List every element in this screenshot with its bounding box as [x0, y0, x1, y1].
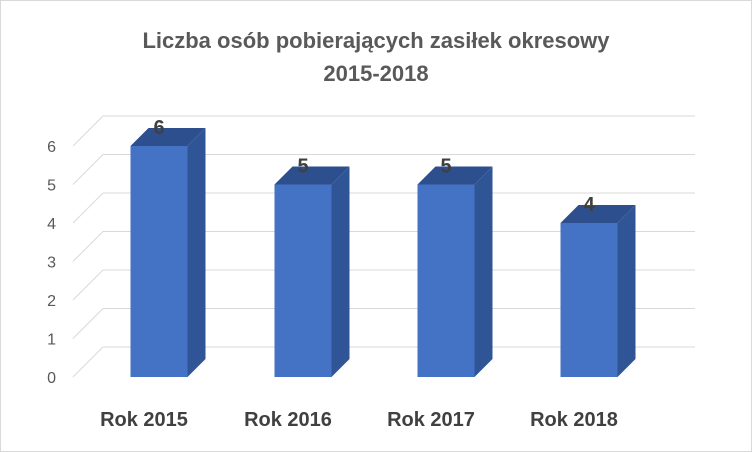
bar-side [187, 128, 206, 377]
gridline-side-4 [72, 192, 104, 224]
bar-top [274, 166, 350, 185]
chart-title-line2: 2015-2018 [323, 61, 429, 86]
bar-side [331, 166, 350, 377]
gridline-side-6 [72, 115, 104, 147]
chart-title-line1: Liczba osób pobierających zasiłek okreso… [142, 28, 610, 53]
y-axis-ticks: 0 1 2 3 4 5 6 [47, 139, 56, 387]
data-label: 5 [440, 156, 451, 178]
bar-front [417, 184, 475, 377]
gridline-side-5 [72, 154, 104, 185]
y-tick-label: 6 [47, 139, 56, 156]
bar-top [560, 205, 636, 223]
x-category-label: Rok 2015 [100, 409, 188, 431]
y-tick-label: 5 [47, 178, 56, 195]
y-tick-label: 1 [47, 332, 56, 349]
bars [130, 128, 636, 377]
bar-top [417, 166, 493, 185]
bar-rok-2015 [130, 128, 206, 377]
bar-front [560, 223, 618, 377]
bar-side [617, 205, 636, 377]
chart-title: Liczba osób pobierających zasiłek okreso… [0, 24, 752, 90]
y-tick-label: 3 [47, 255, 56, 272]
data-label: 6 [153, 117, 164, 139]
bar-front [130, 146, 188, 377]
gridline-side-0 [72, 346, 104, 378]
bar-front [274, 184, 332, 377]
bar-rok-2016 [274, 166, 350, 377]
bar-rok-2018 [560, 205, 636, 377]
gridline-side-3 [72, 231, 104, 262]
bar-side [474, 166, 493, 377]
gridline-side-1 [72, 308, 104, 339]
data-labels: 6 5 5 4 [153, 117, 595, 216]
bar-rok-2017 [417, 166, 493, 377]
x-axis-categories: Rok 2015 Rok 2016 Rok 2017 Rok 2018 [100, 409, 618, 431]
data-label: 5 [297, 156, 308, 178]
y-tick-label: 0 [47, 370, 56, 387]
x-category-label: Rok 2016 [244, 409, 332, 431]
y-tick-label: 4 [47, 216, 56, 233]
gridline-side-2 [72, 269, 104, 301]
data-label: 4 [583, 194, 595, 216]
bar-top [130, 128, 206, 146]
x-category-label: Rok 2018 [530, 409, 618, 431]
x-category-label: Rok 2017 [387, 409, 475, 431]
y-tick-label: 2 [47, 293, 56, 310]
